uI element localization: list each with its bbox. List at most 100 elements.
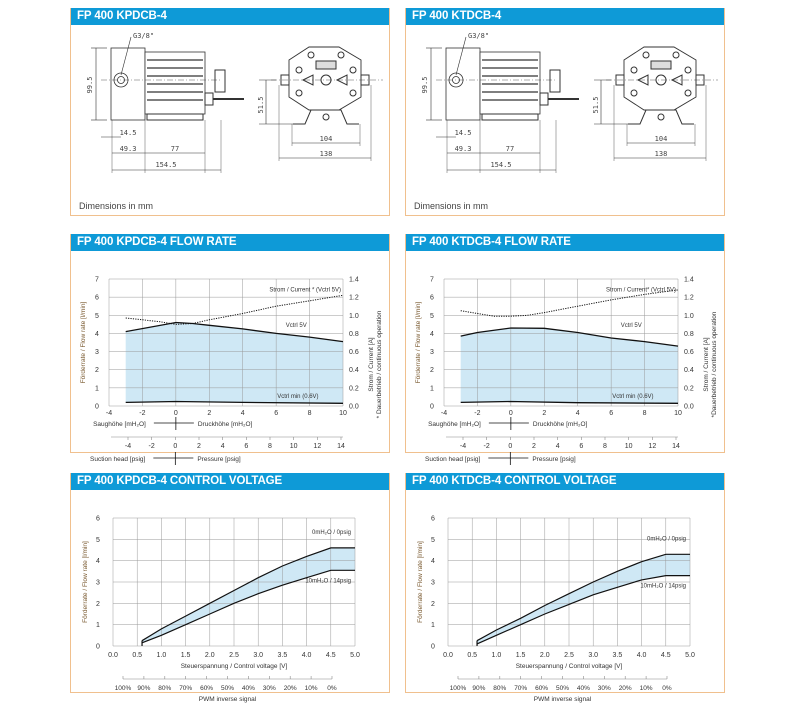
x-tick-label: -2 [139,410,145,417]
series-10mh2o [476,575,690,645]
x-tick-label: 2.0 [205,652,215,659]
y2-tick-label: 0.2 [349,385,359,392]
psig-tick-label: 0 [508,443,512,450]
pwm-tick-label: 20% [284,685,297,692]
pwm-tick-label: 40% [242,685,255,692]
psig-tick-label: 12 [313,443,321,450]
y-tick-label: 4 [431,558,435,565]
y-tick-label: 4 [430,331,434,338]
psig-tick-label: 8 [268,443,272,450]
series-vctrl-5v [125,321,344,343]
y-axis-title: Förderrate / Flow rate [l/min] [80,301,87,383]
y2-axis-title: Strom / Current [A] [703,337,710,391]
x-tick-label: 0 [174,410,178,417]
flow-rate-panel-kpdcb: FP 400 KPDCB-4 FLOW RATE -4 -2 0 2 4 6 8 10 0 1 2 3… [70,234,390,465]
connector-label [549,69,561,93]
y-tick-label: 5 [95,313,99,320]
pwm-tick-label: 50% [221,685,234,692]
series-0mh2o [141,547,355,642]
cable-gland [539,92,549,106]
pwm-tick-label: 0% [327,685,337,692]
motor-body-outline [144,51,206,115]
psig-tick-label: -4 [125,443,131,450]
y-tick-label: 0 [431,644,435,651]
flow-arrow [335,74,348,86]
x-tick-label: 5.0 [685,652,695,659]
y-tick-label: 0 [430,404,434,411]
x-tick-label: 0 [509,410,513,417]
pwm-tick-label: 100% [450,685,467,692]
x-axis-title: Steuerspannung / Control voltage [V] [181,663,288,670]
y-axis-title: Förderrate / Flow rate [l/min] [415,301,422,383]
screw [322,113,330,121]
thread-label: G3/8" [133,32,154,40]
knf-logo [650,60,672,70]
pwm-tick-label: 60% [200,685,213,692]
dim-51-5-label: 51.5 [592,97,600,114]
control-voltage-panel-ktdcb: FP 400 KTDCB-4 CONTROL VOLTAGE 0.0 0.5 1.0… [405,473,725,703]
x-tick-label: 3.5 [613,652,623,659]
y2-tick-label: 0.2 [684,385,694,392]
dimension-drawing: G3/8" 99.5 14.5 49.3 77 154.5 51.5 104 138 [421,32,718,173]
x-tick-label: 4.5 [326,652,336,659]
y-tick-label: 5 [431,537,435,544]
panel-title: FP 400 KPDCB-4 [71,8,389,25]
screw [684,66,692,74]
psig-tick-label: 2 [532,443,536,450]
y-axis-title: Förderrate / Flow rate [l/min] [82,541,89,623]
x-tick-label: 0.0 [443,652,453,659]
x-tick-label: 3.0 [253,652,263,659]
y-tick-label: 5 [430,313,434,320]
dim-104-label: 104 [320,135,333,143]
y2-axis-title: Strom / Current [A] [368,337,375,391]
flow-area [460,328,678,404]
pwm-axis-title: PWM inverse signal [534,696,592,703]
dim-49-3-label: 49.3 [455,145,472,153]
flow-band-area [142,547,355,643]
screw [630,66,638,74]
current-series-label: Strom / Current * (Vctrl 5V) [269,288,341,294]
x-tick-label: 10 [339,410,347,417]
panel-title: FP 400 KTDCB-4 CONTROL VOLTAGE [406,473,724,490]
feet [628,109,694,125]
y2-tick-label: 0.4 [349,367,359,374]
psig-tick-label: 14 [337,443,345,450]
dim-138-label: 138 [655,150,668,158]
pwm-tick-label: 90% [137,685,150,692]
height-dimension: 99.5 [421,77,429,94]
dim-154-5-label: 154.5 [490,161,511,169]
y2-tick-label: 1.4 [684,277,694,284]
pwm-tick-label: 0% [662,685,672,692]
pwm-tick-label: 30% [598,685,611,692]
psig-tick-label: 6 [579,443,583,450]
vctrl-5v-label: Vctrl 5V [286,323,307,329]
dim-49-3-label: 49.3 [120,145,137,153]
dim-51-5-label: 51.5 [257,97,265,114]
y2-tick-label: 0.6 [684,349,694,356]
y-tick-label: 6 [96,516,100,523]
psig-tick-label: 14 [672,443,680,450]
dim-154-5-label: 154.5 [155,161,176,169]
y2-tick-label: 0.4 [684,367,694,374]
x-tick-label: 10 [674,410,682,417]
pwm-tick-label: 90% [472,685,485,692]
y-tick-label: 1 [431,622,435,629]
suction-head-label: Suction head [psig] [90,456,145,463]
suction-head-label: Suction head [psig] [425,456,480,463]
x-tick-label: 4 [241,410,245,417]
suction-height-label: Saughöhe [mH₂O] [428,421,481,428]
y2-axis-note: * Dauerbetrieb / continuous operation [376,310,383,418]
pwm-tick-label: 60% [535,685,548,692]
y2-tick-label: 0.8 [684,331,694,338]
suction-height-label: Saughöhe [mH₂O] [93,421,146,428]
y-tick-label: 4 [95,331,99,338]
screw [349,66,357,74]
screw [672,51,680,59]
motor-body-outline [479,51,541,115]
dimensions-caption: Dimensions in mm [414,201,489,211]
series-current [125,294,344,325]
flow-band-area [477,554,690,644]
y2-tick-label: 1.2 [684,295,694,302]
series-vctrl-min [460,400,679,404]
psig-tick-label: -4 [460,443,466,450]
